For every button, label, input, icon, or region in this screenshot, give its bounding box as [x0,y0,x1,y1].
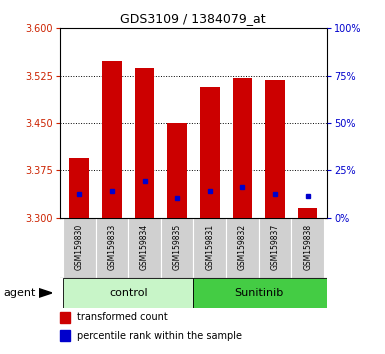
Text: transformed count: transformed count [77,312,168,322]
Text: percentile rank within the sample: percentile rank within the sample [77,331,242,341]
Text: control: control [109,288,147,298]
Text: GSM159832: GSM159832 [238,223,247,270]
Bar [63,218,95,278]
Bar [161,218,193,278]
Bar [233,78,252,218]
Text: agent: agent [4,288,36,298]
Bar [69,158,89,218]
Bar [95,218,128,278]
Text: GDS3109 / 1384079_at: GDS3109 / 1384079_at [120,12,265,25]
Bar [194,218,226,278]
Bar [60,312,70,323]
Bar [291,218,324,278]
Bar [135,68,154,218]
Bar [194,278,327,308]
Text: GSM159838: GSM159838 [303,223,312,270]
Bar [102,61,122,218]
Bar [128,218,161,278]
Text: Sunitinib: Sunitinib [234,288,283,298]
Bar [200,87,219,218]
Bar [265,80,285,218]
Text: GSM159833: GSM159833 [107,223,116,270]
Bar [259,218,291,278]
Bar [298,208,318,218]
Bar [60,330,70,341]
Text: GSM159837: GSM159837 [271,223,280,270]
Polygon shape [38,289,52,297]
Text: GSM159834: GSM159834 [140,223,149,270]
Text: GSM159835: GSM159835 [172,223,182,270]
Bar [167,123,187,218]
Text: GSM159830: GSM159830 [75,223,84,270]
Bar [63,278,194,308]
Bar [226,218,259,278]
Text: GSM159831: GSM159831 [205,223,214,270]
